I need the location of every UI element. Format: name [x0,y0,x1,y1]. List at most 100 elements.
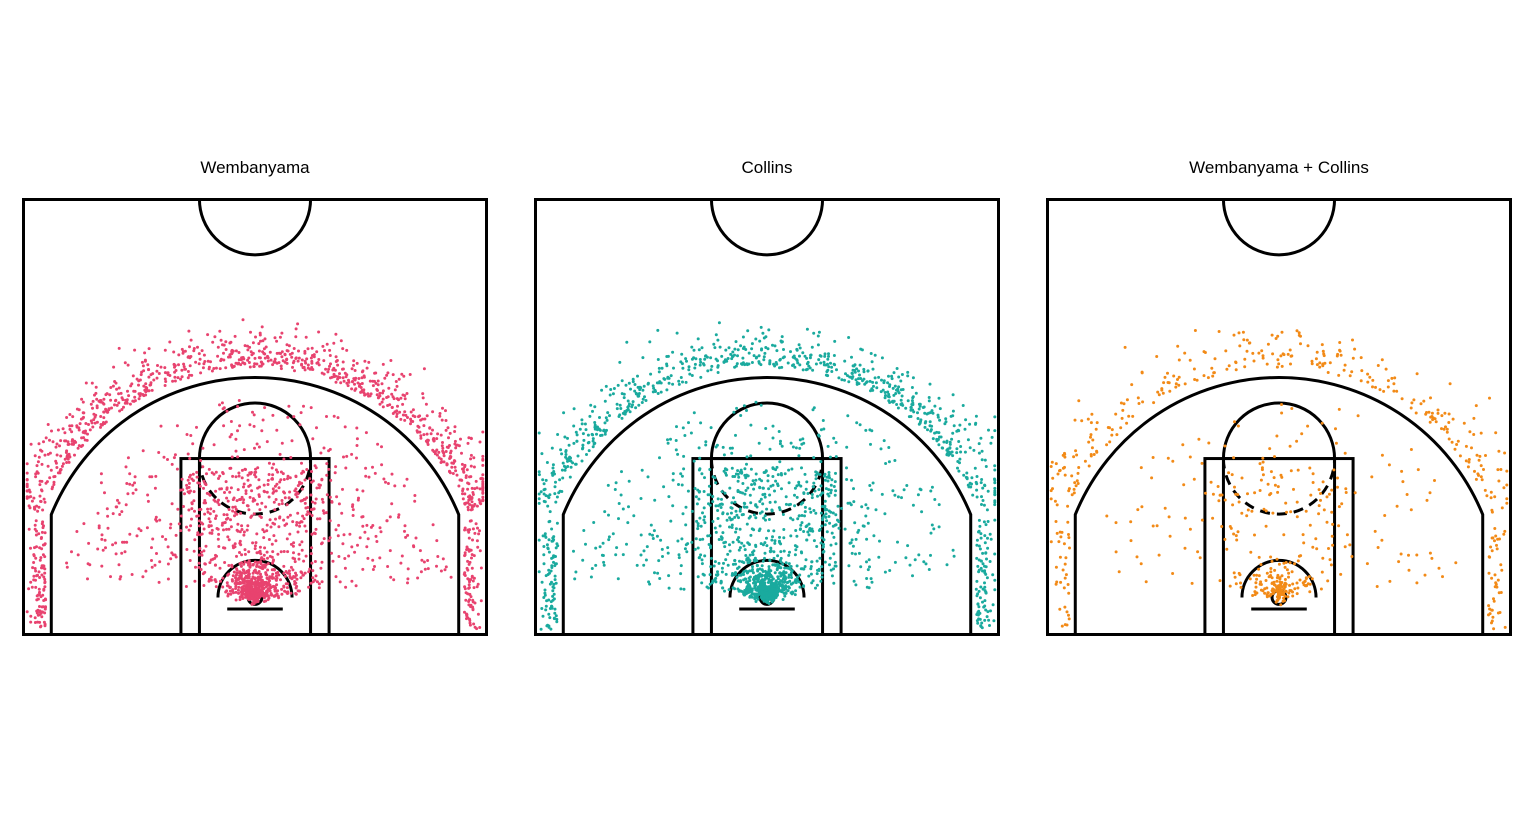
shot-point [959,445,963,448]
shot-point [752,578,755,581]
shot-point [873,376,877,380]
shot-point [229,420,233,423]
shot-point [463,502,467,505]
shot-point [780,473,783,477]
shot-point [581,432,585,436]
shot-point [778,358,782,362]
shot-point [262,557,266,561]
shot-point [287,569,291,573]
shot-point [1275,579,1279,583]
shot-point [163,366,167,370]
shot-point [238,539,242,543]
shot-point [242,562,246,566]
shot-point [765,544,769,548]
shot-point [886,390,890,394]
shot-point [858,373,861,377]
shot-point [1250,509,1254,513]
shot-point [330,500,334,504]
shot-point [986,546,990,550]
shot-point [209,360,212,364]
shot-point [556,433,560,436]
shot-point [242,448,246,452]
shot-point [465,548,469,552]
shot-point [695,502,699,506]
shot-point [968,446,972,450]
shot-point [746,556,750,560]
shot-point [560,490,564,493]
shot-point [619,493,623,497]
shot-point [298,543,302,547]
shot-point [67,454,71,458]
shot-point [43,624,47,628]
shot-point [131,483,135,487]
shot-point [906,370,910,374]
shot-point [578,427,582,431]
shot-point [537,470,541,474]
shot-point [544,608,548,612]
shot-point [963,450,967,454]
shot-point [606,411,610,415]
shot-point [419,570,423,574]
shot-point [762,599,766,603]
shot-point [759,542,763,546]
shot-point [95,420,99,424]
shot-point [757,360,761,364]
shot-point [155,519,159,523]
shot-point [329,362,332,366]
shot-point [481,473,485,477]
shot-point [731,540,735,544]
shot-point [286,349,290,353]
shot-point [658,456,661,460]
shot-point [781,580,785,584]
shot-point [817,488,821,492]
shot-point [256,589,260,593]
shot-point [203,512,207,516]
shot-point [298,521,301,525]
shot-point [238,580,242,584]
free-throw-circle-top [1221,401,1337,459]
shot-point [173,365,176,369]
shot-point [897,385,901,389]
shot-point [931,411,935,415]
shot-point [782,528,786,531]
shot-point [380,400,384,404]
shot-point [682,587,686,591]
shot-point [978,547,982,551]
shot-point [406,577,410,581]
shot-point [218,487,222,491]
shot-point [254,475,258,479]
shot-point [1246,508,1250,512]
shot-point [200,553,204,557]
shot-point [92,418,96,422]
shot-point [209,575,213,579]
shot-point [684,357,688,361]
shot-point [236,405,240,408]
shot-point [466,441,470,445]
shot-point [223,491,226,494]
shot-point [341,347,345,351]
shot-point [199,371,203,375]
shot-point [179,514,183,518]
shot-point [83,438,87,442]
shot-point [234,598,238,602]
free-throw-circle-bottom [197,458,313,516]
shot-point [266,359,270,363]
shot-point [378,402,382,406]
shot-point [802,567,806,571]
shot-point [1262,507,1266,511]
shot-point [292,541,296,545]
court-combined [1046,198,1512,636]
shot-point [255,442,259,446]
shot-point [823,478,827,482]
shot-point [100,564,104,568]
shot-point [1325,520,1329,524]
shot-point [333,471,337,475]
shot-point [352,359,356,363]
shot-point [887,460,891,464]
shot-point [713,560,717,564]
shot-point [1284,501,1288,505]
shot-point [734,340,738,344]
shot-point [834,441,838,444]
shot-point [37,505,41,509]
shot-point [255,362,259,366]
